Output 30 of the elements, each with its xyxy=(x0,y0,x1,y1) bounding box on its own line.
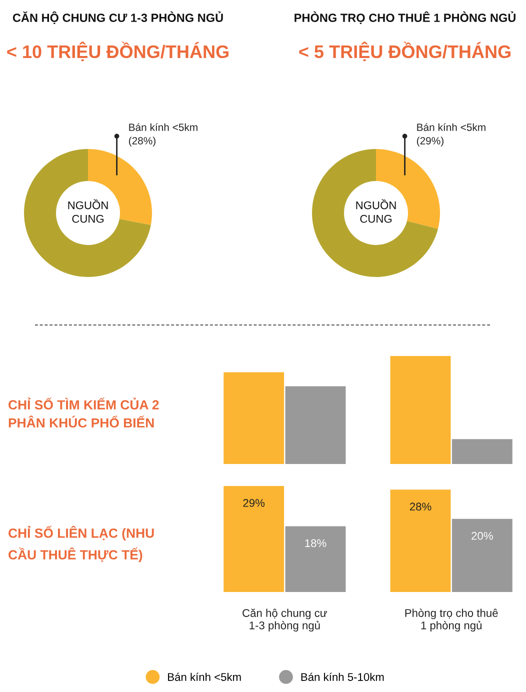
bar xyxy=(285,386,346,464)
y-axis-title: CHỈ SỐ TÌM KIẾM CỦA 2 PHÂN KHÚC PHỔ BIẾN xyxy=(8,398,159,428)
bar xyxy=(452,518,512,592)
chart-title: PHÒNG TRỌ CHO THUÊ 1 PHÒNG NGỦ xyxy=(294,11,516,24)
data-label: 18% xyxy=(305,539,326,548)
y-axis-title: CHỈ SỐ LIÊN LẠC (NHU CẦU THUÊ THỰC TẾ) xyxy=(8,526,154,562)
bar xyxy=(224,486,284,592)
chart-subtitle: < 5 TRIỆU ĐỒNG/THÁNG xyxy=(299,42,510,62)
data-label: 29% xyxy=(243,499,265,507)
bar xyxy=(285,526,346,592)
chart-title: CĂN HỘ CHUNG CƯ 1-3 PHÒNG NGỦ xyxy=(12,11,223,24)
slice-label: Bán kính <5km xyxy=(417,123,486,131)
text: NGUỒN CUNG xyxy=(68,199,108,223)
chart-subtitle: < 10 TRIỆU ĐỒNG/THÁNG xyxy=(7,42,228,62)
data-label: 28% xyxy=(410,502,432,511)
legend-label: Bán kính <5km xyxy=(168,672,241,681)
slice-label: Bán kính <5km xyxy=(129,123,198,131)
x-tick-label: Căn hộ chung cư 1-3 phòng ngủ xyxy=(242,608,327,632)
donut-slice xyxy=(312,149,438,277)
bar xyxy=(390,490,451,592)
data-label: (28%) xyxy=(128,136,156,147)
data-label: 20% xyxy=(472,532,493,540)
bar xyxy=(224,372,284,464)
bar xyxy=(452,439,512,464)
donut-slice xyxy=(24,149,151,277)
bar xyxy=(390,356,451,464)
x-tick-label: Phòng trọ cho thuê 1 phòng ngủ xyxy=(405,608,498,632)
text: NGUỒN CUNG xyxy=(356,199,396,223)
data-label: (29%) xyxy=(416,136,444,147)
legend-label: Bán kính 5-10km xyxy=(301,672,384,681)
